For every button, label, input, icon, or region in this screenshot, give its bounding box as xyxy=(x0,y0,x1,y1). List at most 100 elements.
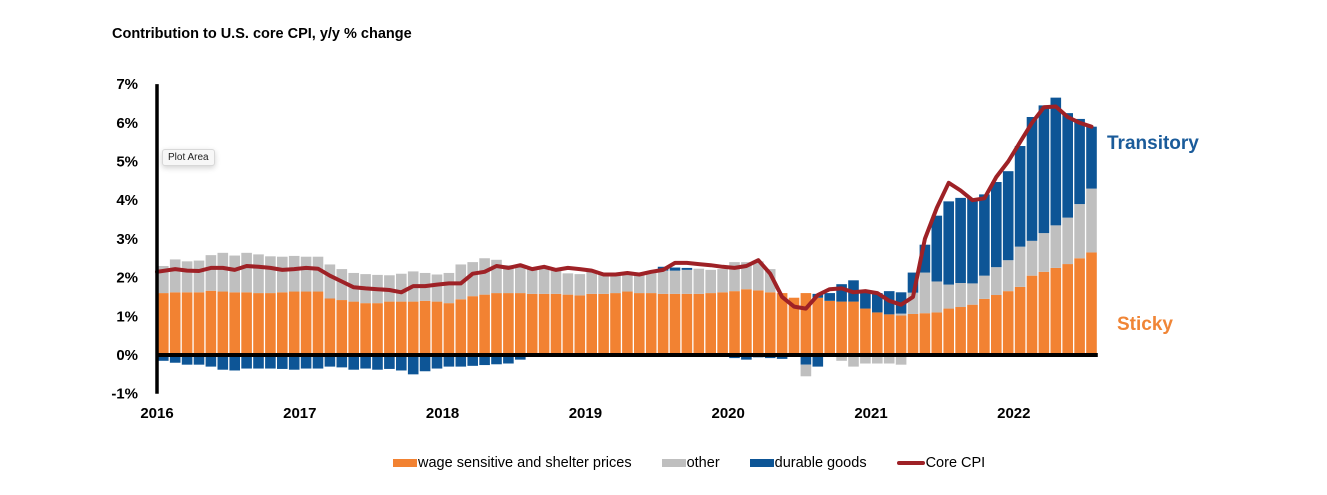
y-tick-label: 5% xyxy=(116,154,138,171)
bar-other xyxy=(1086,188,1097,253)
legend-swatch-other xyxy=(661,459,686,467)
bar-durable-goods-negative xyxy=(467,355,478,366)
bar-other xyxy=(943,284,954,309)
bar-wage-shelter xyxy=(860,308,871,355)
bar-durable-goods xyxy=(991,182,1002,268)
bar-durable-goods xyxy=(919,244,931,273)
bar-other xyxy=(181,261,193,293)
y-tick-label: 4% xyxy=(116,192,138,209)
bar-wage-shelter xyxy=(503,293,514,355)
bar-wage-shelter xyxy=(360,303,371,355)
bar-wage-shelter xyxy=(622,291,633,355)
bar-durable-goods-negative xyxy=(372,355,383,370)
bar-other xyxy=(491,259,502,294)
bar-durable-goods xyxy=(681,267,693,270)
y-tick-label: 7% xyxy=(116,76,138,93)
bar-other xyxy=(1014,246,1026,287)
bar-durable-goods xyxy=(860,291,871,309)
bar-durable-goods-negative xyxy=(800,355,812,365)
bar-wage-shelter xyxy=(181,292,193,355)
bar-wage-shelter xyxy=(1050,267,1062,355)
bar-wage-shelter xyxy=(253,293,264,355)
bar-wage-shelter xyxy=(538,293,550,355)
annotation-sticky: Sticky xyxy=(1117,314,1173,335)
x-tick-label: 2020 xyxy=(712,405,745,422)
bar-wage-shelter xyxy=(348,301,359,355)
bar-wage-shelter xyxy=(645,293,657,355)
bar-other xyxy=(1002,260,1014,292)
bar-wage-shelter xyxy=(717,292,728,355)
chart-title: Contribution to U.S. core CPI, y/y % cha… xyxy=(112,26,412,42)
bar-other xyxy=(955,283,966,308)
bar-other xyxy=(574,274,586,296)
bar-wage-shelter xyxy=(372,303,383,355)
bar-other xyxy=(1074,204,1085,259)
bar-wage-shelter xyxy=(634,293,645,355)
bar-other-negative xyxy=(883,355,895,364)
bar-wage-shelter xyxy=(991,295,1002,355)
legend-item-other[interactable]: other xyxy=(661,455,720,471)
x-tick-label: 2019 xyxy=(569,405,602,422)
bar-other xyxy=(634,273,645,294)
x-axis-ticks: 2016 2017 2018 2019 2020 2021 2022 xyxy=(140,405,1030,422)
bar-wage-shelter xyxy=(1014,286,1026,355)
axes-layer xyxy=(155,84,1098,394)
bar-wage-shelter xyxy=(312,291,324,355)
bar-durable-goods-negative xyxy=(181,355,193,365)
bar-wage-shelter xyxy=(800,293,812,355)
bar-other xyxy=(764,269,776,293)
y-tick-label: 2% xyxy=(116,270,138,287)
bar-other xyxy=(919,272,931,314)
bar-other xyxy=(931,281,943,313)
bar-durable-goods xyxy=(1086,126,1097,189)
bar-wage-shelter xyxy=(217,291,229,355)
y-tick-label: 1% xyxy=(116,308,138,325)
bar-other xyxy=(217,252,229,292)
bar-wage-shelter xyxy=(1002,291,1014,355)
bar-other xyxy=(598,273,609,294)
bar-other xyxy=(586,270,597,294)
bar-durable-goods xyxy=(943,201,954,285)
bar-wage-shelter xyxy=(288,291,300,355)
bar-wage-shelter xyxy=(919,313,931,355)
bar-other xyxy=(622,272,633,292)
annotation-transitory: Transitory xyxy=(1107,133,1199,154)
bar-other-negative xyxy=(800,364,812,377)
bar-other xyxy=(300,256,312,292)
bar-durable-goods-negative xyxy=(229,355,240,371)
bar-wage-shelter xyxy=(1074,258,1085,355)
plot-area-tooltip: Plot Area xyxy=(162,149,215,166)
bar-durable-goods-negative xyxy=(336,355,348,368)
bar-durable-goods xyxy=(1014,146,1026,247)
bar-durable-goods-negative xyxy=(265,355,276,369)
x-tick-label: 2017 xyxy=(283,405,316,422)
bar-other xyxy=(229,255,240,293)
bar-wage-shelter xyxy=(705,293,716,355)
bar-other xyxy=(265,256,276,294)
legend-item-core-cpi[interactable]: Core CPI xyxy=(896,455,985,471)
bar-wage-shelter xyxy=(419,300,431,355)
bar-other xyxy=(669,270,681,294)
bar-durable-goods xyxy=(907,272,919,293)
x-tick-label: 2021 xyxy=(854,405,887,422)
bar-other xyxy=(1050,225,1062,268)
bar-durable-goods xyxy=(1062,113,1073,218)
bar-other xyxy=(312,256,324,292)
bar-wage-shelter xyxy=(741,289,752,355)
bar-wage-shelter xyxy=(586,293,597,355)
bar-wage-shelter xyxy=(848,301,859,355)
bar-durable-goods-negative xyxy=(360,355,371,369)
bar-wage-shelter xyxy=(574,295,586,355)
bar-wage-shelter xyxy=(895,315,907,355)
legend-item-wage-shelter[interactable]: wage sensitive and shelter prices xyxy=(393,455,632,471)
bar-wage-shelter xyxy=(336,300,348,355)
bar-durable-goods-negative xyxy=(515,355,526,360)
bar-other xyxy=(657,270,669,294)
bar-wage-shelter xyxy=(610,293,621,355)
bar-other xyxy=(967,283,978,305)
legend-item-durable-goods[interactable]: durable goods xyxy=(749,455,867,471)
bar-other xyxy=(253,254,264,294)
x-tick-label: 2018 xyxy=(426,405,459,422)
bar-wage-shelter xyxy=(753,290,764,355)
